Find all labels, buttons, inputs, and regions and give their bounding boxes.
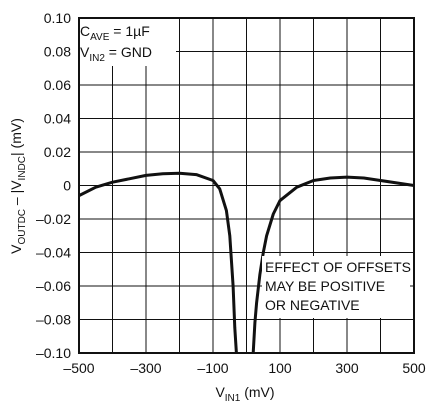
y-axis-label: VOUTDC – |VINDC| (mV) bbox=[8, 118, 28, 254]
annotation-line-1: EFFECT OF OFFSETS bbox=[265, 259, 411, 275]
x-tick-label: 100 bbox=[268, 360, 292, 376]
annotation-line-2: MAY BE POSITIVE bbox=[265, 278, 385, 294]
plot-frame bbox=[78, 17, 415, 354]
condition-line-2: VIN2 = GND bbox=[80, 44, 152, 64]
tick-labels: 0.10 0.08 0.06 0.04 0.02 0 –0.02 –0.04 –0.06 –0.0… bbox=[36, 10, 426, 376]
y-tick-label: 0.08 bbox=[44, 44, 71, 60]
x-tick-label: 300 bbox=[335, 360, 359, 376]
y-tick-label: –0.08 bbox=[36, 312, 71, 328]
x-tick-label: –500 bbox=[63, 360, 94, 376]
curves bbox=[78, 171, 415, 354]
y-tick-label: –0.02 bbox=[36, 211, 71, 227]
x-tick-label: 500 bbox=[402, 360, 426, 376]
x-axis-label: VIN1 (mV) bbox=[215, 384, 274, 404]
y-tick-label: –0.04 bbox=[36, 245, 71, 261]
annotation-line-3: OR NEGATIVE bbox=[265, 297, 360, 313]
series-line-2 bbox=[251, 175, 415, 354]
annotation-mask bbox=[262, 256, 410, 318]
series-line-1 bbox=[78, 171, 238, 354]
y-tick-label: 0.02 bbox=[44, 144, 71, 160]
y-tick-label: –0.10 bbox=[36, 345, 71, 361]
y-tick-label: 0 bbox=[63, 178, 71, 194]
conditions-mask bbox=[74, 16, 176, 66]
condition-line-1: CAVE = 1µF bbox=[80, 23, 150, 43]
x-tick-label: –300 bbox=[130, 360, 161, 376]
y-tick-label: –0.06 bbox=[36, 278, 71, 294]
y-tick-label: 0.10 bbox=[44, 10, 71, 26]
y-tick-label: 0.04 bbox=[44, 111, 71, 127]
x-tick-label: –100 bbox=[197, 360, 228, 376]
y-tick-label: 0.06 bbox=[44, 77, 71, 93]
